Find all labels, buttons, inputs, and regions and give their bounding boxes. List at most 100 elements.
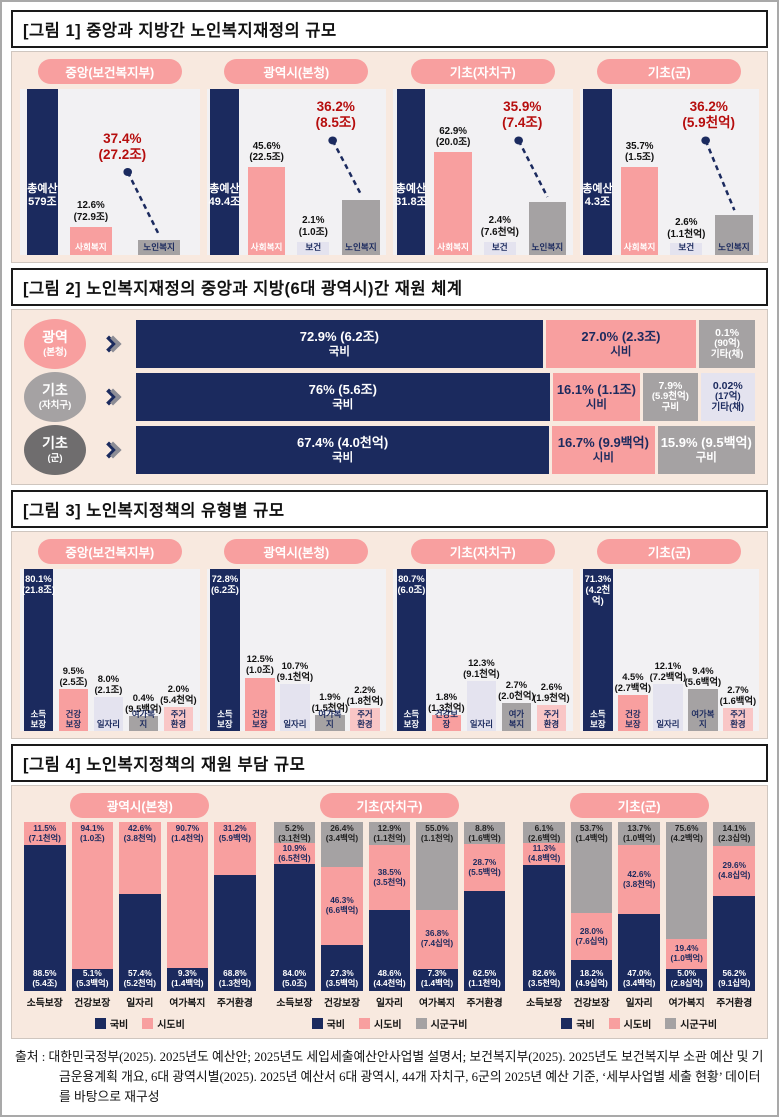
total-budget-label: 총예산 49.4조 [208,182,241,209]
fig3-plot: 71.3% (4.2천억) 소득 보장 4.5% (2.7백억) 건강 보장 12.1%… [579,569,759,731]
bar-건강보장 [58,688,89,731]
fig4-bars: 11.5% (7.1천억) 88.5% (5.4조) 94.1% (1.0조) 5.1… [20,822,260,991]
segment-navy: 5.1% (5.3백억) [71,969,114,991]
segment-label: 76% (5.6조) [308,381,377,397]
x-label: 일자리 [126,998,154,1009]
bar-주거환경 [163,706,194,731]
legend-label: 국비 [576,1020,595,1031]
figure-2: [그림 2] 노인복지재정의 중앙과 지방(6대 광역시)간 재원 체계 광역 (… [11,268,768,485]
fig1-panels: 중앙(보건복지부) 총예산 579조 12.6% (72.9조) 사회복지 노인복지 37… [20,59,759,255]
row-circle-sub: (자치구) [38,400,72,412]
bar-value-label: 12.3% (9.1천억) [463,656,500,679]
bar-name-label: 노인복지 [718,242,750,252]
segment-navy: 9.3% (1.4백억) [166,968,209,991]
x-label: 건강보장 [323,998,360,1009]
stacked-bar-주거환경: 31.2% (5.9백억) 68.8% (1.3천억) [214,822,256,991]
x-label: 건강보장 [74,998,111,1009]
segment-pink: 90.7% (1.4천억) [166,822,209,969]
fig1-plot: 총예산 579조 12.6% (72.9조) 사회복지 노인복지 37.4% (27.2… [20,89,200,255]
fig3-panel: 기초(자치구) 80.7% (6.0조) 소득 보장 1.8% (1.3천억) 건강보장… [393,539,573,731]
bar-일자리 [466,680,497,731]
segment-value-label: 31.2% (5.9백억) [218,823,252,843]
segment-value-label: 42.6% (3.8천억) [623,868,656,889]
bar-name-label: 여가복지 [131,709,155,729]
bar-value-label: 62.9% (20.0조) [435,125,471,149]
bar-여가복지 [501,703,532,731]
legend-item: 시군구비 [665,1016,717,1031]
figure-1-title: [그림 1] 중앙과 지방간 노인복지재정의 규모 [11,10,768,48]
bar-value-label: 12.5% (1.0조) [245,653,274,676]
fig1-plot: 총예산 31.8조 62.9% (20.0조) 사회복지 2.4% (7.6천억) 보건… [393,89,573,255]
stacked-bar-소득보장: 11.5% (7.1천억) 88.5% (5.4조) [24,822,66,991]
bar-value-label: 9.4% (5.6백억) [684,664,722,687]
segment-국비: 67.4% (4.0천억) 국비 [136,426,550,474]
row-circle: 광역 (본청) [24,319,86,369]
segment-value-label: 90.7% (1.4천억) [171,823,204,843]
segment-value-label: 14.1% (2.3십억) [718,823,751,843]
segment-navy: 5.0% (2.8십억) [665,969,708,991]
legend-label: 국비 [326,1020,345,1031]
fig3-plot: 80.1% (21.8조) 소득 보장 9.5% (2.5조) 건강 보장 8.0% (… [20,569,200,731]
row-circle: 기초 (군) [24,425,86,475]
legend-swatch-icon [94,1018,106,1029]
segment-label: 기타(채) [711,402,745,414]
bar-주거환경 [350,708,380,731]
bar-주거환경 [723,708,753,731]
bar-보건 [483,241,516,255]
fig3-panel: 기초(군) 71.3% (4.2천억) 소득 보장 4.5% (2.7백억) 건강 보장… [579,539,759,731]
segment-pink: 11.3% (4.8백억) [523,843,565,865]
bar-name-label: 건강보장 [434,709,458,729]
segment-navy: 62.5% (1.1천억) [463,890,506,991]
bar-name-label: 일자리 [656,718,680,729]
segment-value-label: 18.2% (4.9십억) [575,968,608,989]
bar-여가복지 [128,716,159,731]
legend-item: 시도비 [142,1016,185,1031]
bar-value-label: 72.8% (6.2조) [210,573,239,596]
bar-보건 [670,243,703,255]
bar-total-budget [583,89,612,255]
segment-value-label: 68.8% (1.3천억) [218,968,252,989]
segment-label: 구비 [661,402,680,414]
bar-value-label: 80.1% (21.8조) [21,573,55,596]
fig3-panel: 광역시(본청) 72.8% (6.2조) 소득 보장 12.5% (1.0조) 건강 보… [206,539,386,731]
segment-navy: 18.2% (4.9십억) [570,960,613,991]
fig1-panel: 중앙(보건복지부) 총예산 579조 12.6% (72.9조) 사회복지 노인복지 37… [20,59,200,255]
highlight-label: 37.4% (27.2조) [98,130,147,162]
segment-label: (5.9천억) [651,391,689,403]
x-label: 일자리 [375,998,404,1009]
stacked-bar-여가복지: 55.0% (1.1천억) 36.8% (7.4십억) 7.3% (1.4백억) [416,822,458,991]
bar-name-label: 여가복지 [318,709,342,729]
row-circle-sub: (군) [47,453,63,465]
fig4-panels: 광역시(본청) 11.5% (7.1천억) 88.5% (5.4조) 94.1% (1… [20,793,759,1031]
x-label: 소득보장 [26,998,63,1009]
bar-노인복지 [715,215,753,255]
dashed-connector [327,136,387,255]
bar-value-label: 45.6% (22.5조) [249,140,284,164]
stacked-bar-일자리: 12.9% (1.1천억) 38.5% (3.5천억) 48.6% (4.4천억) [368,822,411,991]
bar-소득보장 [23,569,54,731]
panel-header-pill: 기초(군) [597,539,742,564]
bar-여가복지 [688,688,718,731]
double-chevron-right-icon [94,335,128,353]
bar-value-label: 2.2% (1.8천억) [346,684,384,707]
bar-name-label: 건강 보장 [625,709,641,729]
segment-label: 0.02% [712,380,743,393]
segment-gray: 75.6% (4.2백억) [665,822,708,940]
panel-header-pill: 기초(자치구) [410,539,555,564]
figure-4-body: 광역시(본청) 11.5% (7.1천억) 88.5% (5.4조) 94.1% (1… [11,785,768,1039]
bar-name-label: 여가 복지 [508,709,525,729]
segment-value-label: 5.2% (3.1천억) [278,823,311,843]
segment-value-label: 28.7% (5.5백억) [468,856,501,877]
segment-value-label: 36.8% (7.4십억) [420,928,454,949]
segment-gray: 13.7% (1.0백억) [618,822,660,845]
segment-value-label: 84.0% (5.0조) [282,968,307,989]
double-chevron-right-icon [94,388,128,406]
segment-기타(채): 0.02% (17억) 기타(채) [700,373,756,421]
figure-1: [그림 1] 중앙과 지방간 노인복지재정의 규모 중앙(보건복지부) 총예산 5… [11,10,768,263]
fig3-panels: 중앙(보건복지부) 80.1% (21.8조) 소득 보장 9.5% (2.5조) 건강… [20,539,759,731]
stacked-bar-건강보장: 26.4% (3.4백억) 46.3% (6.6백억) 27.3% (3.5백억) [321,822,363,991]
bar-사회복지 [70,226,112,255]
panel-header-pill: 광역시(본청) [70,793,210,818]
stacked-bar-주거환경: 8.8% (1.6백억) 28.7% (5.5백억) 62.5% (1.1천억) [463,822,506,991]
fig1-panel: 기초(군) 총예산 4.3조 35.7% (1.5조) 사회복지 2.6% (1.1천억… [579,59,759,255]
